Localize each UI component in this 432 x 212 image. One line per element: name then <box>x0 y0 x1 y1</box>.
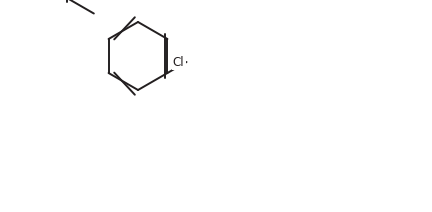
Text: Cl: Cl <box>173 56 184 68</box>
